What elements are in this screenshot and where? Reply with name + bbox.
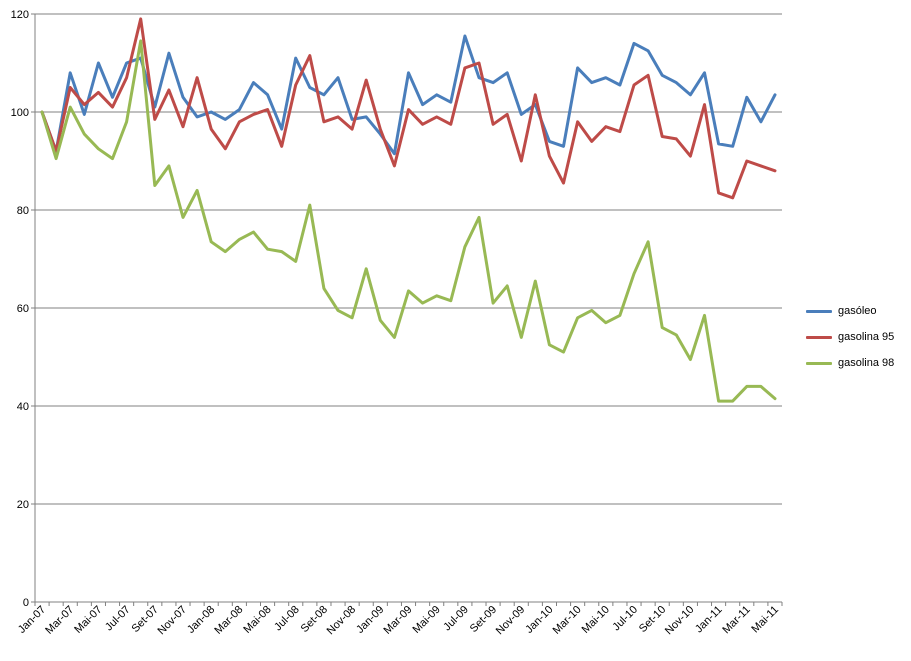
x-tick-label: Mai-10	[580, 604, 612, 636]
legend-item-gasolina-98: gasolina 98	[806, 350, 906, 376]
x-tick-label: Mai-09	[411, 604, 443, 636]
x-tick-label: Jan-11	[693, 604, 725, 636]
x-tick-label: Nov-09	[494, 604, 528, 638]
x-tick-label: Jan-09	[354, 604, 386, 636]
series-line-2	[40, 39, 777, 403]
y-tick-label: 100	[11, 107, 29, 119]
y-tick-label: 60	[17, 303, 29, 315]
x-tick-label: Mar-08	[212, 604, 245, 637]
y-tick-label: 80	[17, 205, 29, 217]
legend-label-gasolina-98: gasolina 98	[838, 357, 895, 369]
series-line-0	[40, 34, 777, 156]
legend-item-gasolina-95: gasolina 95	[806, 324, 906, 350]
x-tick-label: Jul-09	[441, 604, 471, 634]
x-tick-label: Jul-08	[272, 604, 302, 634]
y-tick-label: 40	[17, 401, 29, 413]
legend: gasóleo gasolina 95 gasolina 98	[806, 298, 906, 376]
legend-swatch-gasoleo	[806, 309, 832, 313]
legend-swatch-gasolina-98	[806, 361, 832, 365]
series-lines	[40, 17, 777, 403]
x-tick-label: Mar-11	[720, 604, 753, 637]
legend-item-gasoleo: gasóleo	[806, 298, 906, 324]
x-tick-label: Jul-10	[610, 604, 640, 634]
x-tick-label: Mai-07	[72, 604, 104, 636]
y-tick-label: 20	[17, 499, 29, 511]
series-line-1	[40, 17, 777, 200]
x-tick-label: Jan-07	[16, 604, 48, 636]
x-tick-label: Mai-11	[749, 604, 781, 636]
gridlines	[35, 13, 782, 505]
x-tick-label: Jan-08	[185, 604, 217, 636]
x-axis-ticks: Jan-07Mar-07Mai-07Jul-07Set-07Nov-07Jan-…	[16, 602, 783, 638]
x-tick-label: Mar-07	[43, 604, 76, 637]
x-tick-label: Jul-07	[103, 604, 133, 634]
x-tick-label: Nov-08	[325, 604, 359, 638]
x-tick-label: Jan-10	[523, 604, 555, 636]
x-tick-label: Nov-07	[156, 604, 190, 638]
legend-label-gasoleo: gasóleo	[838, 305, 877, 317]
x-tick-label: Mar-09	[381, 604, 414, 637]
y-tick-label: 0	[23, 597, 29, 609]
legend-swatch-gasolina-95	[806, 335, 832, 339]
y-tick-label: 120	[11, 9, 29, 21]
y-axis-ticks: 0 20 40 60 80 100 120	[11, 9, 35, 609]
legend-label-gasolina-95: gasolina 95	[838, 331, 895, 343]
x-tick-label: Mai-08	[241, 604, 273, 636]
x-tick-label: Mar-10	[551, 604, 584, 637]
x-tick-label: Nov-10	[663, 604, 697, 638]
